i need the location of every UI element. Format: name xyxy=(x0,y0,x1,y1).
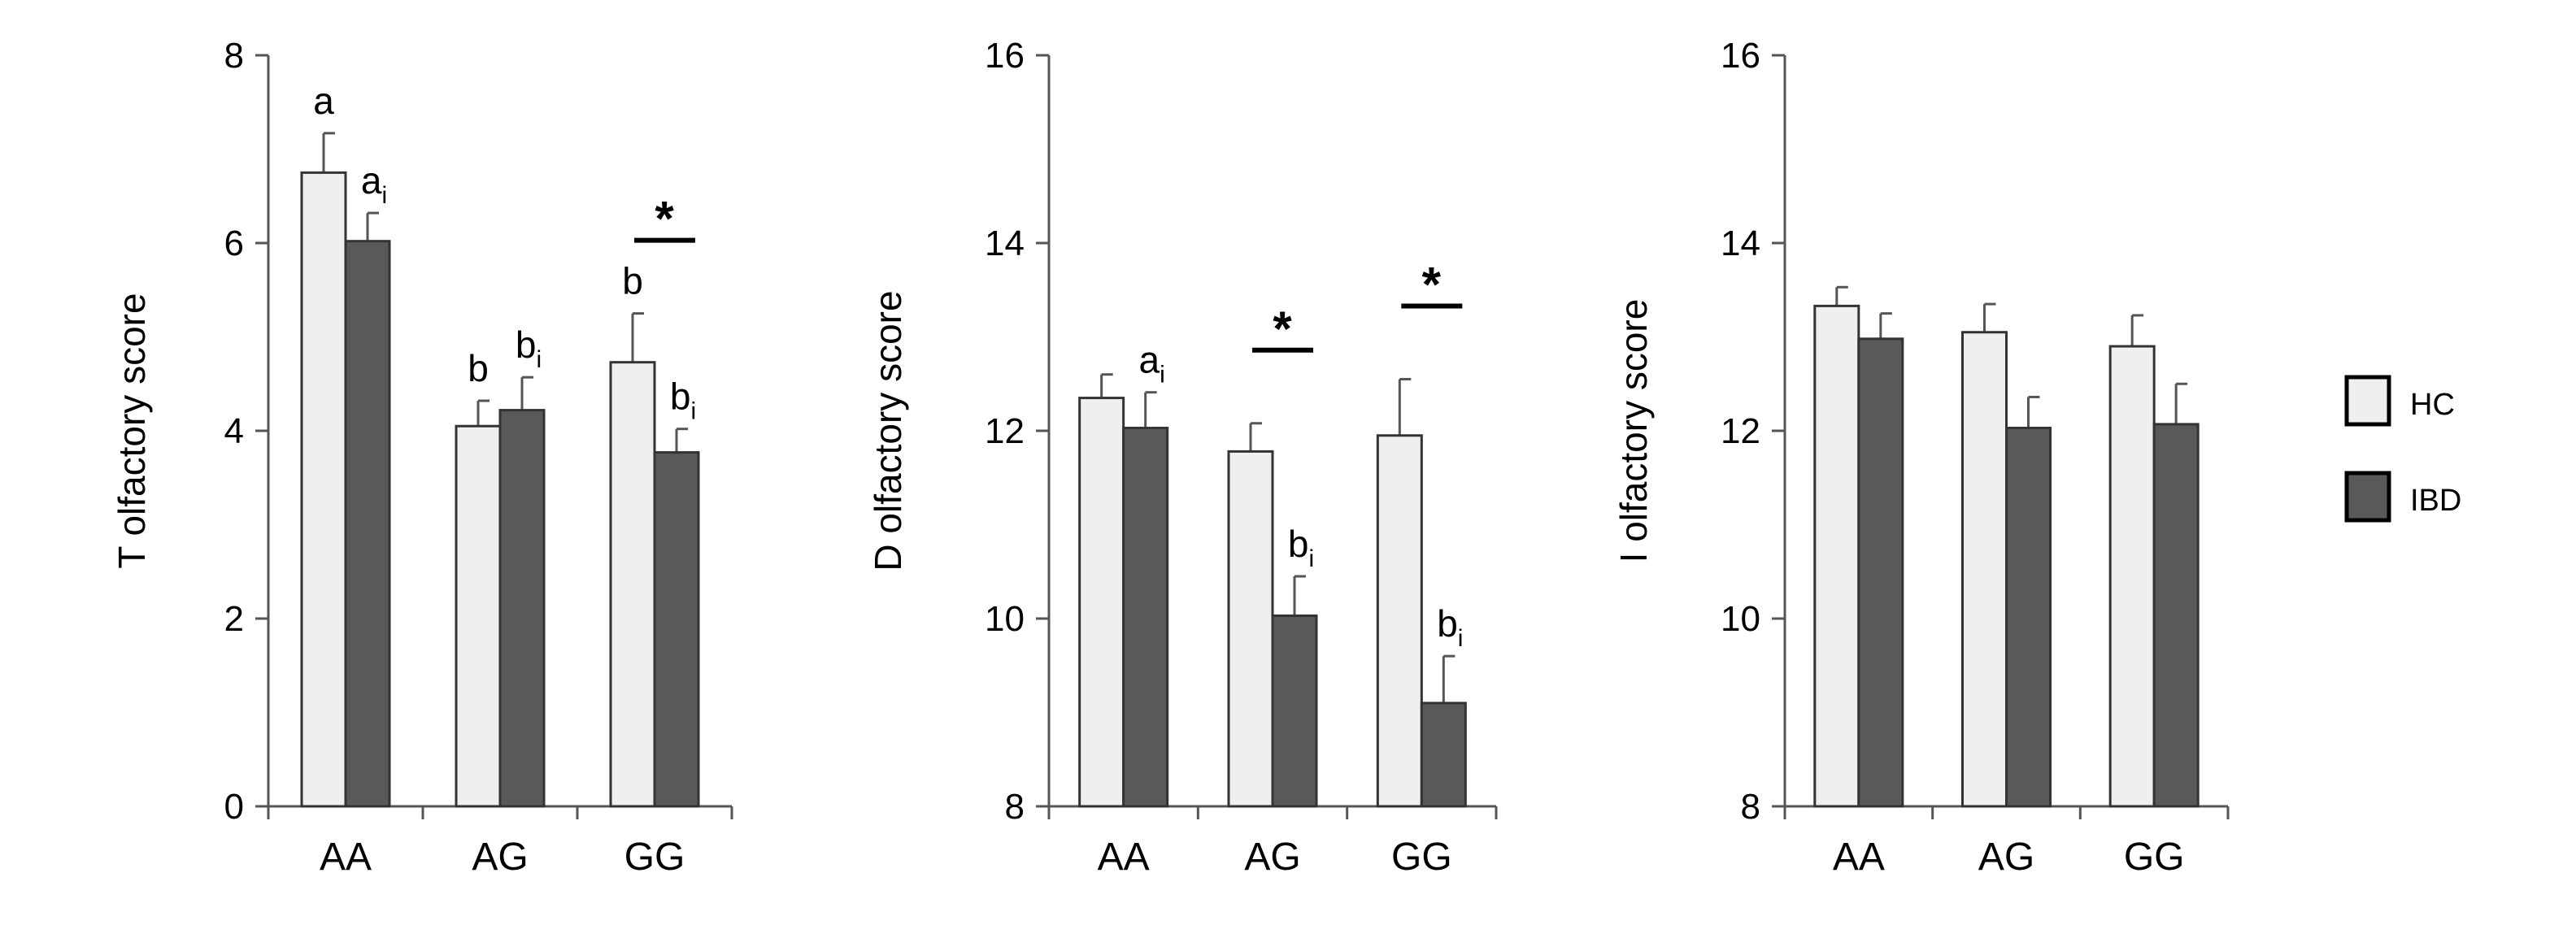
x-tick-label: GG xyxy=(1391,836,1452,879)
significance-star: * xyxy=(1422,257,1442,311)
y-tick-label: 0 xyxy=(224,787,244,827)
bar-ibd-ag xyxy=(2005,427,2052,808)
y-tick-label: 14 xyxy=(1721,224,1760,263)
bar-hc-aa xyxy=(300,171,347,808)
group-letter-annotation: a xyxy=(313,80,334,122)
y-tick-label: 4 xyxy=(224,411,244,451)
bar-hc-gg xyxy=(2108,345,2156,808)
bar-hc-ag xyxy=(1961,331,2008,808)
y-tick-label: 6 xyxy=(224,224,244,263)
group-letter-annotation: bi xyxy=(670,376,696,425)
legend-swatch-hc xyxy=(2344,375,2391,427)
x-tick-label: GG xyxy=(2124,836,2185,879)
x-tick-label: AA xyxy=(1833,836,1885,879)
y-tick-label: 12 xyxy=(1721,411,1760,451)
legend-swatch-ibd xyxy=(2344,471,2391,523)
bar-ibd-aa xyxy=(344,240,391,808)
legend-label-hc: HC xyxy=(2410,388,2455,422)
y-tick-label: 16 xyxy=(985,36,1025,76)
y-axis-label: I olfactory score xyxy=(1612,299,1655,563)
group-letter-annotation: ai xyxy=(361,159,387,209)
significance-star: * xyxy=(655,192,674,246)
group-letter-annotation: b xyxy=(468,347,489,389)
legend-label-ibd: IBD xyxy=(2410,484,2461,518)
y-axis-label: T olfactory score xyxy=(111,293,153,568)
bar-hc-gg xyxy=(1376,434,1423,808)
bar-ibd-aa xyxy=(1857,337,1904,808)
significance-star: * xyxy=(1273,302,1292,356)
group-letter-annotation: bi xyxy=(1437,602,1463,652)
x-tick-label: AG xyxy=(1244,836,1300,879)
y-tick-label: 2 xyxy=(224,599,244,639)
x-tick-label: AG xyxy=(1978,836,2034,879)
y-tick-label: 8 xyxy=(1005,787,1025,827)
x-tick-label: AA xyxy=(320,836,372,879)
group-letter-annotation: b xyxy=(622,260,643,302)
group-letter-annotation: bi xyxy=(1288,523,1314,572)
bar-ibd-aa xyxy=(1122,427,1169,808)
x-tick-label: GG xyxy=(624,836,685,879)
x-tick-label: AA xyxy=(1098,836,1150,879)
chart-panel-3: 8 10 12 14 16 I olfactory score AA AG GG xyxy=(1612,36,2230,879)
x-tick-label: AG xyxy=(472,836,528,879)
group-letter-annotation: ai xyxy=(1139,339,1165,389)
y-tick-label: 12 xyxy=(985,411,1025,451)
bar-ibd-ag xyxy=(498,409,546,808)
bar-ibd-gg xyxy=(1420,701,1467,808)
y-tick-label: 10 xyxy=(985,599,1025,639)
group-letter-annotation: bi xyxy=(516,324,542,373)
y-tick-label: 8 xyxy=(1741,787,1760,827)
y-tick-label: 14 xyxy=(985,224,1025,263)
y-tick-label: 10 xyxy=(1721,599,1760,639)
y-axis-label: D olfactory score xyxy=(867,290,909,571)
legend: HC IBD xyxy=(2344,375,2461,523)
bar-ibd-gg xyxy=(2152,423,2200,808)
bar-hc-ag xyxy=(1227,449,1274,808)
chart-panel-2: 8 10 12 14 16 D olfactory score AA AG GG ai bi bi * * xyxy=(867,36,1498,879)
bar-hc-gg xyxy=(609,361,656,808)
bar-hc-aa xyxy=(1078,397,1125,808)
y-tick-label: 8 xyxy=(224,36,244,76)
bar-hc-aa xyxy=(1813,304,1860,808)
bar-ibd-gg xyxy=(653,451,700,808)
y-tick-label: 16 xyxy=(1721,36,1760,76)
bar-hc-ag xyxy=(455,424,502,808)
bar-ibd-ag xyxy=(1271,614,1318,808)
